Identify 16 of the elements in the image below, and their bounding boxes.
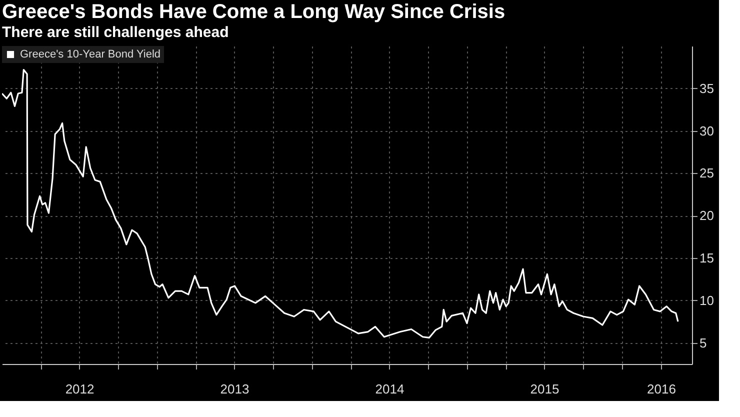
- y-tick-label: 25: [700, 166, 714, 181]
- x-tick-label: 2013: [220, 382, 250, 396]
- y-tick-label: 10: [700, 292, 714, 308]
- x-tick-label: 2014: [375, 382, 404, 396]
- y-tick-label: 20: [700, 208, 714, 224]
- y-tick-label: 35: [700, 80, 714, 96]
- chart-title: Greece's Bonds Have Come a Long Way Since Crisis: [2, 1, 506, 23]
- x-tick-label: 2012: [65, 382, 94, 396]
- y-tick-label: 15: [700, 250, 714, 266]
- x-tick-label: 2016: [647, 382, 676, 396]
- chart-subtitle: There are still challenges ahead: [2, 24, 229, 41]
- y-tick-label: 5: [700, 335, 707, 350]
- y-tick-label: 30: [700, 123, 714, 138]
- x-tick-label: 2015: [530, 382, 560, 396]
- legend-label: Greece's 10-Year Bond Yield: [20, 48, 161, 60]
- line-series: [2, 68, 679, 339]
